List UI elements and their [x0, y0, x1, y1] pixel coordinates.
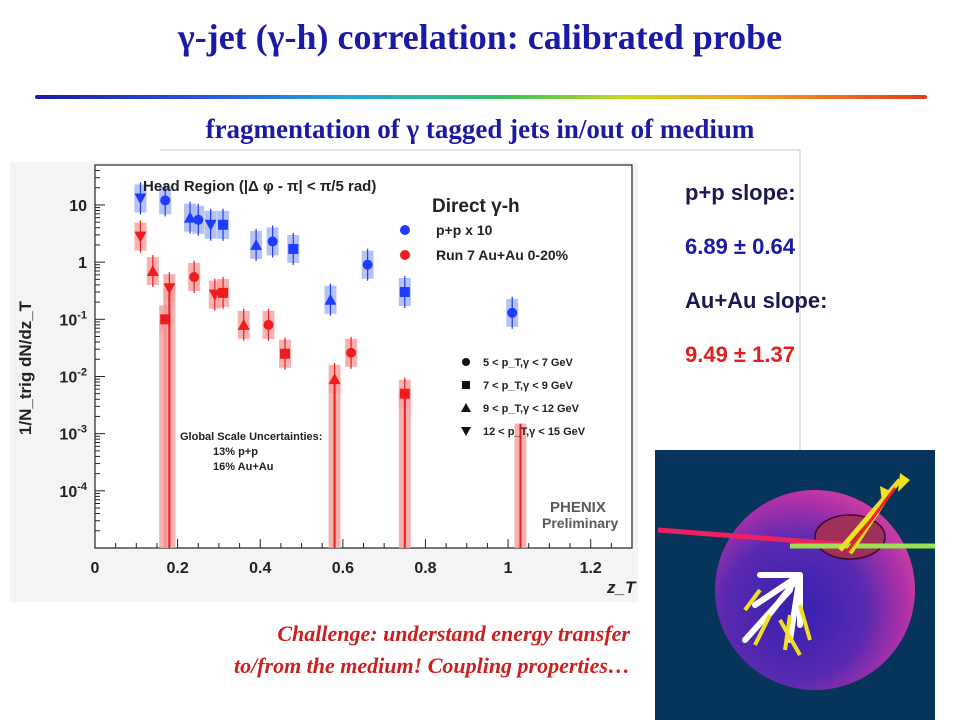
x-tick-label: 1.2	[580, 560, 602, 577]
data-point-square	[160, 314, 171, 325]
preliminary-label: Preliminary	[542, 515, 618, 531]
x-tick-label: 0.8	[414, 560, 436, 577]
data-point-triangle-down	[134, 231, 147, 243]
data-point-square	[288, 243, 299, 254]
x-axis-label: z_T	[606, 578, 637, 597]
data-point-circle	[267, 236, 278, 247]
auau-slope-label: Au+Au slope:	[685, 288, 828, 313]
data-point-circle	[193, 214, 204, 225]
x-tick-label: 0.6	[332, 560, 354, 577]
uncertainty-auau: 16% Au+Au	[213, 461, 273, 473]
data-point-triangle-up	[237, 318, 250, 330]
data-point-triangle-up	[324, 293, 337, 305]
slope-panel: p+p slope: 6.89 ± 0.64 Au+Au slope: 9.49…	[685, 178, 827, 394]
photon-arrow-head-1	[898, 473, 910, 492]
slide-title: γ-jet (γ-h) correlation: calibrated prob…	[177, 17, 783, 57]
x-tick-label: 0	[91, 560, 100, 577]
y-tick-label: 10	[69, 198, 87, 215]
jet-arrows	[743, 588, 812, 656]
data-point-triangle-up	[461, 403, 471, 412]
data-point-triangle-up	[328, 373, 341, 385]
marker-legend-label: 9 < p_T,γ < 12 GeV	[483, 403, 580, 415]
incoming-beam-line	[657, 527, 853, 548]
challenge-text: Challenge: understand energy transfer to…	[40, 618, 630, 682]
x-tick-label: 1	[504, 560, 513, 577]
legend-label: p+p x 10	[436, 222, 493, 238]
y-axis-label: 1/N_trig dN/dz_T	[16, 300, 35, 435]
challenge-line-2: to/from the medium! Coupling properties…	[233, 653, 630, 678]
data-point-triangle-up	[146, 264, 159, 276]
data-point-square	[280, 348, 291, 359]
data-point-square	[399, 287, 410, 298]
chart-plot-label: Direct γ-h	[432, 196, 520, 217]
photon-arrow-red	[845, 487, 897, 553]
marker-legend-label: 5 < p_T,γ < 7 GeV	[483, 357, 574, 369]
data-point-circle	[346, 347, 357, 358]
jet-shower	[742, 572, 803, 643]
data-point-triangle-up	[184, 211, 197, 223]
legend-marker	[400, 250, 410, 260]
auau-slope-value: 9.49 ± 1.37	[685, 342, 795, 367]
data-point-triangle-down	[163, 283, 176, 295]
data-point-square	[462, 381, 470, 389]
data-point-square	[399, 388, 410, 399]
data-point-square	[218, 287, 229, 298]
data-point-triangle-down	[208, 289, 221, 301]
uncertainty-title: Global Scale Uncertainties:	[180, 431, 322, 443]
data-point-square	[218, 219, 229, 230]
data-point-triangle-down	[461, 427, 471, 436]
marker-legend-label: 7 < p_T,γ < 9 GeV	[483, 380, 574, 392]
pp-slope-label: p+p slope:	[685, 180, 796, 205]
data-point-circle	[160, 195, 171, 206]
phenix-logo-text: PHENIX	[550, 499, 606, 516]
jet-illustration	[655, 450, 935, 720]
uncertainty-pp: 13% p+p	[213, 446, 258, 458]
data-point-triangle-down	[134, 193, 147, 205]
legend-marker	[400, 225, 410, 235]
x-tick-label: 0.2	[166, 560, 188, 577]
data-point-circle	[362, 259, 373, 270]
medium-sphere	[715, 490, 915, 690]
data-point-triangle-down	[204, 219, 217, 231]
data-point-circle	[263, 319, 274, 330]
data-point-triangle-up	[250, 238, 263, 250]
y-tick-label: 1	[78, 255, 87, 272]
challenge-line-1: Challenge: understand energy transfer	[277, 621, 630, 646]
pp-slope-value: 6.89 ± 0.64	[685, 234, 795, 259]
marker-legend-label: 12 < p_T,γ < 15 GeV	[483, 426, 586, 438]
slide-subtitle: fragmentation of γ tagged jets in/out of…	[205, 114, 755, 144]
data-point-circle	[507, 307, 518, 318]
data-point-circle	[189, 271, 200, 282]
rainbow-divider	[35, 95, 927, 99]
legend-label: Run 7 Au+Au 0-20%	[436, 247, 569, 263]
chart-title: Head Region (|Δ φ - π| < π/5 rad)	[143, 178, 376, 195]
data-point-circle	[462, 358, 470, 366]
x-tick-label: 0.4	[249, 560, 271, 577]
